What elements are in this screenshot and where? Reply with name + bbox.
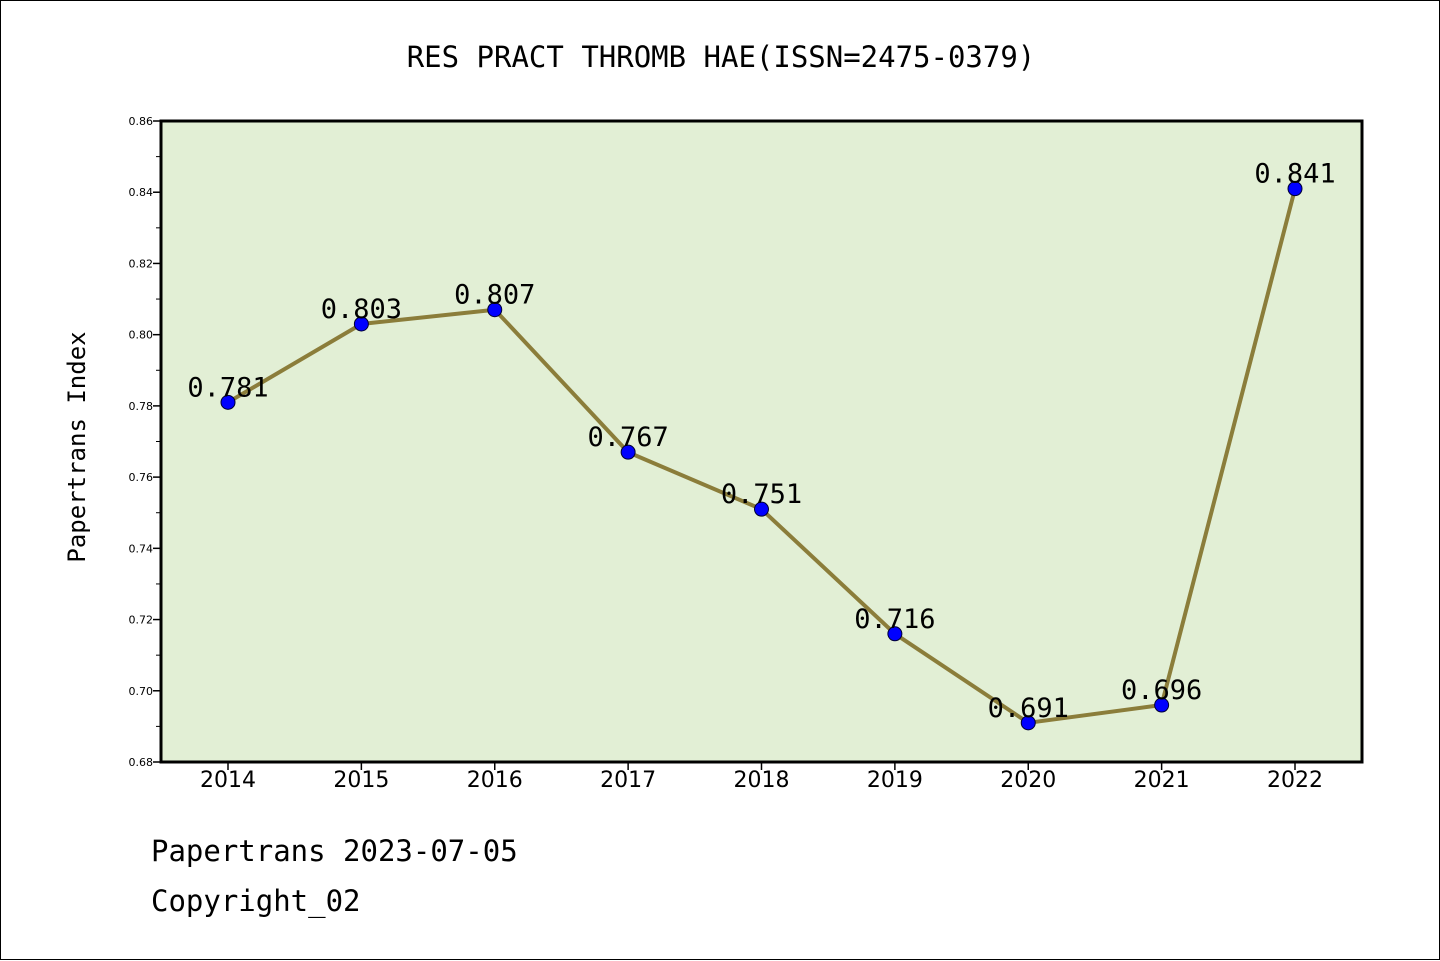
data-label: 0.691 bbox=[988, 693, 1069, 724]
data-point bbox=[353, 316, 369, 332]
y-tick-label: 0.80 bbox=[129, 329, 154, 342]
data-label: 0.767 bbox=[587, 422, 668, 453]
y-tick-label: 0.78 bbox=[129, 400, 154, 413]
data-point bbox=[1154, 697, 1170, 713]
x-tick-label: 2019 bbox=[867, 768, 923, 793]
data-point bbox=[1020, 715, 1036, 731]
x-tick-label: 2020 bbox=[1000, 768, 1056, 793]
data-label: 0.841 bbox=[1254, 159, 1335, 190]
y-axis-label: Papertrans Index bbox=[63, 331, 91, 562]
x-tick-label: 2016 bbox=[467, 768, 523, 793]
y-tick-label: 0.70 bbox=[129, 685, 154, 698]
data-point bbox=[220, 394, 236, 410]
data-point bbox=[1287, 181, 1303, 197]
data-label: 0.696 bbox=[1121, 675, 1202, 706]
data-point bbox=[487, 302, 503, 318]
data-point bbox=[620, 444, 636, 460]
y-tick-label: 0.76 bbox=[129, 471, 154, 484]
plot-border bbox=[159, 119, 1364, 764]
plot-area bbox=[161, 121, 1362, 762]
y-tick-label: 0.84 bbox=[129, 186, 154, 199]
x-tick-label: 2015 bbox=[333, 768, 389, 793]
series-group: 0.781 0.803 0.807 0.767 0.751 0.716 0.691 0.696… bbox=[187, 159, 1336, 731]
data-label: 0.781 bbox=[187, 372, 268, 403]
x-tick-label: 2022 bbox=[1267, 768, 1323, 793]
chart-title: RES PRACT THROMB HAE(ISSN=2475-0379) bbox=[407, 40, 1036, 74]
x-tick-label: 2017 bbox=[600, 768, 656, 793]
y-tick-label: 0.68 bbox=[129, 756, 154, 769]
data-label: 0.716 bbox=[854, 604, 935, 635]
x-tick-label: 2018 bbox=[734, 768, 790, 793]
data-point bbox=[754, 501, 769, 517]
x-axis: 2014 2015 2016 2017 2018 2019 2020 2021 2022 bbox=[200, 762, 1323, 793]
data-label: 0.803 bbox=[321, 294, 402, 325]
y-tick-label: 0.82 bbox=[129, 257, 154, 270]
y-tick-label: 0.74 bbox=[129, 542, 154, 555]
y-tick-label: 0.72 bbox=[129, 614, 154, 627]
data-point bbox=[887, 626, 903, 642]
x-tick-label: 2014 bbox=[200, 768, 256, 793]
footer-source: Papertrans 2023-07-05 bbox=[151, 834, 518, 868]
footer-copyright: Copyright_02 bbox=[151, 884, 361, 918]
y-tick-label: 0.86 bbox=[129, 115, 154, 128]
y-axis: 0.68 0.70 0.72 0.74 0.76 0.78 0.80 0.82 0.84 0.86 bbox=[129, 115, 161, 769]
x-tick-label: 2021 bbox=[1134, 768, 1190, 793]
data-label: 0.751 bbox=[721, 479, 802, 510]
data-label: 0.807 bbox=[454, 280, 535, 311]
